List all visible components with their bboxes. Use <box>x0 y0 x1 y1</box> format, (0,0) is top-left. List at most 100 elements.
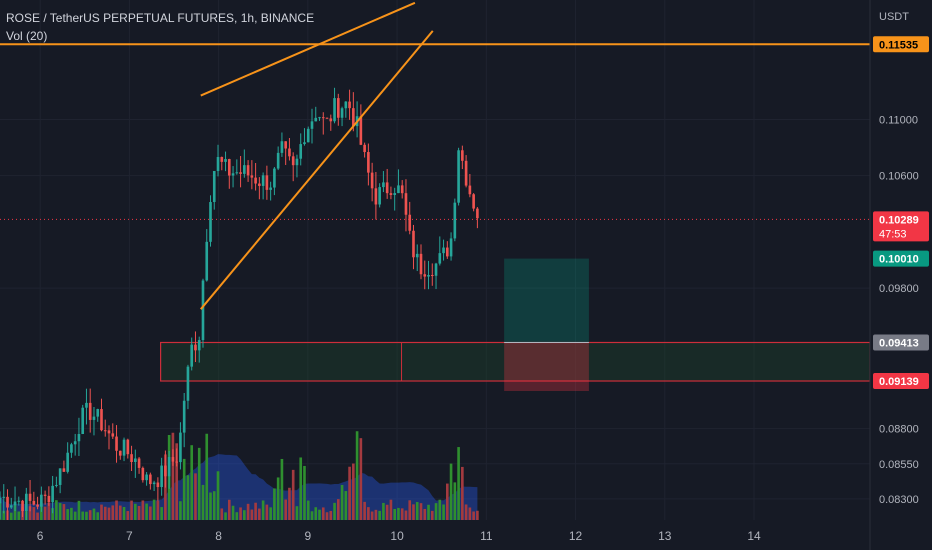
candle-body <box>367 152 370 173</box>
volume-bar <box>250 509 254 520</box>
volume-bar <box>190 445 194 520</box>
volume-bar <box>370 511 374 520</box>
last-price-label: 0.10289 <box>879 214 919 226</box>
price-marker-badge[interactable] <box>873 250 929 267</box>
x-tick-label: 11 <box>480 529 493 543</box>
candle-body <box>382 182 385 188</box>
candle-body <box>419 253 423 275</box>
y-tick-label: 0.08550 <box>879 459 919 471</box>
candle-body <box>378 187 381 205</box>
volume-bar <box>449 463 453 520</box>
volume-bar <box>96 512 100 520</box>
candle-body <box>9 505 13 508</box>
price-marker-badge[interactable] <box>873 373 929 390</box>
volume-bar <box>145 503 148 520</box>
candle-body <box>13 501 17 506</box>
candle-body <box>461 150 464 161</box>
volume-bar <box>348 466 351 520</box>
volume-indicator-label[interactable]: Vol (20) <box>6 29 48 43</box>
candle-body <box>325 117 329 119</box>
volume-bar <box>175 443 178 520</box>
candle-body <box>2 496 6 498</box>
candle-body <box>73 441 77 445</box>
volume-bar <box>141 500 145 520</box>
volume-bar <box>201 484 205 520</box>
candle-body <box>70 444 73 453</box>
candle-body <box>476 208 479 219</box>
volume-bar <box>156 500 160 520</box>
volume-bar <box>100 504 103 520</box>
volume-bar <box>118 505 122 520</box>
volume-bar <box>299 457 303 520</box>
candle-body <box>137 458 141 468</box>
currency-label: USDT <box>879 11 909 23</box>
candle-body <box>152 482 156 485</box>
candle-body <box>430 274 434 276</box>
volume-bar <box>107 507 111 520</box>
candle-body <box>321 117 325 119</box>
candle-body <box>100 409 103 431</box>
candle-body <box>423 274 427 277</box>
y-tick-label: 0.08300 <box>879 494 919 506</box>
candle-body <box>250 175 254 178</box>
candle-body <box>156 482 160 488</box>
volume-bar <box>329 510 333 520</box>
volume-bar <box>393 508 397 520</box>
candle-body <box>445 247 449 257</box>
position-stop-zone[interactable] <box>504 342 589 392</box>
candle-body <box>239 172 242 174</box>
candle-body <box>318 117 321 119</box>
price-marker-badge[interactable] <box>873 334 929 351</box>
candle-body <box>122 439 126 456</box>
candle-body <box>40 494 43 507</box>
x-tick-label: 10 <box>390 529 404 543</box>
volume-bar <box>0 502 2 520</box>
last-price-badge[interactable] <box>873 211 929 242</box>
time-axis-pane <box>0 520 870 550</box>
x-tick-label: 8 <box>215 529 222 543</box>
candle-body <box>62 468 66 472</box>
price-marker-badge[interactable] <box>873 36 929 53</box>
candle-body <box>303 142 306 145</box>
volume-bar <box>363 501 366 520</box>
candle-body <box>209 202 212 242</box>
volume-bar <box>310 511 314 520</box>
candle-body <box>276 152 280 169</box>
wedge-trendline[interactable] <box>200 30 434 310</box>
price-marker-label: 0.09139 <box>879 376 919 388</box>
candle-body <box>306 128 310 143</box>
demand-zone-box[interactable] <box>160 341 871 382</box>
volume-bar <box>246 503 250 520</box>
volume-bar <box>336 499 340 520</box>
y-tick-label: 0.08800 <box>879 424 919 436</box>
volume-bar <box>254 502 257 520</box>
volume-bar <box>126 511 130 520</box>
price-marker-label: 0.11535 <box>879 39 918 51</box>
x-tick-label: 13 <box>658 529 672 543</box>
volume-bar <box>378 510 381 520</box>
volume-bar <box>284 499 287 520</box>
volume-bar <box>423 508 427 520</box>
candle-body <box>400 185 404 194</box>
volume-bar <box>464 504 468 520</box>
candle-body <box>179 432 182 463</box>
volume-bar <box>445 483 449 520</box>
wedge-trendline[interactable] <box>200 1 416 97</box>
position-target-zone[interactable] <box>504 258 589 343</box>
volume-bar <box>220 508 224 520</box>
candle-body <box>0 497 2 504</box>
candle-body <box>32 500 36 505</box>
volume-bar <box>385 504 389 520</box>
volume-bar <box>55 500 58 520</box>
volume-bar <box>434 503 438 520</box>
candle-body <box>111 433 115 437</box>
volume-bar <box>171 432 175 520</box>
volume-bar <box>453 482 457 520</box>
volume-bar <box>325 512 329 520</box>
volume-bar <box>389 499 393 520</box>
volume-bar <box>273 488 276 520</box>
candle-body <box>288 148 291 157</box>
volume-bar <box>382 502 385 520</box>
